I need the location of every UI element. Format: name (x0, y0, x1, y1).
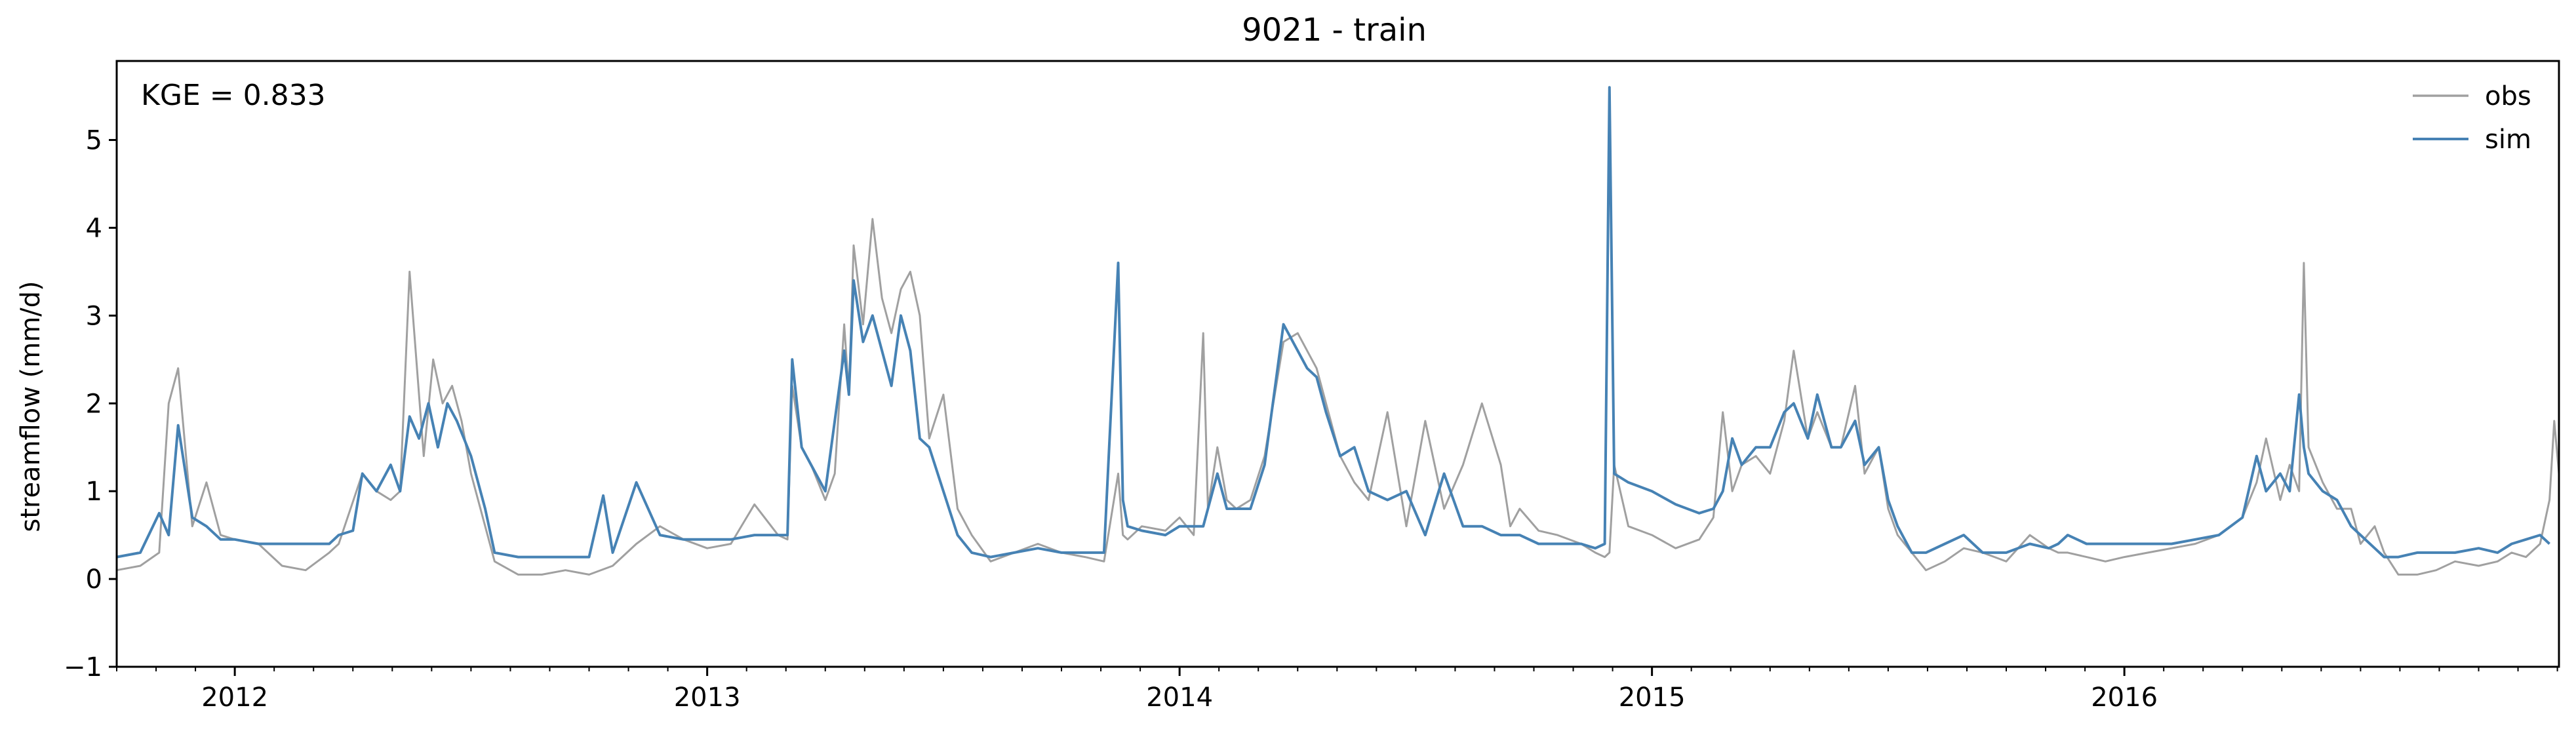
x-tick-label: 2015 (1619, 683, 1686, 713)
y-tick-label: 4 (86, 213, 102, 243)
y-tick-label: 1 (86, 477, 102, 507)
x-tick-label: 2016 (2091, 683, 2158, 713)
legend-label-sim: sim (2485, 125, 2531, 155)
y-tick-label: 0 (86, 565, 102, 595)
plot-series (116, 86, 2560, 576)
kge-annotation: KGE = 0.833 (141, 79, 326, 112)
y-tick-label: −1 (64, 652, 102, 683)
y-axis-ticks: −1 0 1 2 3 4 5 (64, 126, 117, 683)
series-line-obs (116, 218, 2560, 576)
legend: obs sim (2413, 81, 2531, 155)
series-line-sim (116, 86, 2550, 559)
chart-title: 9021 - train (1242, 12, 1427, 49)
y-tick-label: 3 (86, 301, 102, 331)
plot-frame (115, 60, 2560, 668)
y-tick-label: 2 (86, 389, 102, 419)
x-axis-ticks: 2012 2013 2014 2015 2016 (116, 667, 2558, 713)
x-tick-label: 2012 (201, 683, 268, 713)
legend-label-obs: obs (2485, 81, 2531, 111)
x-tick-label: 2013 (674, 683, 741, 713)
x-tick-label: 2014 (1146, 683, 1213, 713)
y-axis-label: streamflow (mm/d) (16, 281, 46, 532)
y-tick-label: 5 (86, 126, 102, 156)
